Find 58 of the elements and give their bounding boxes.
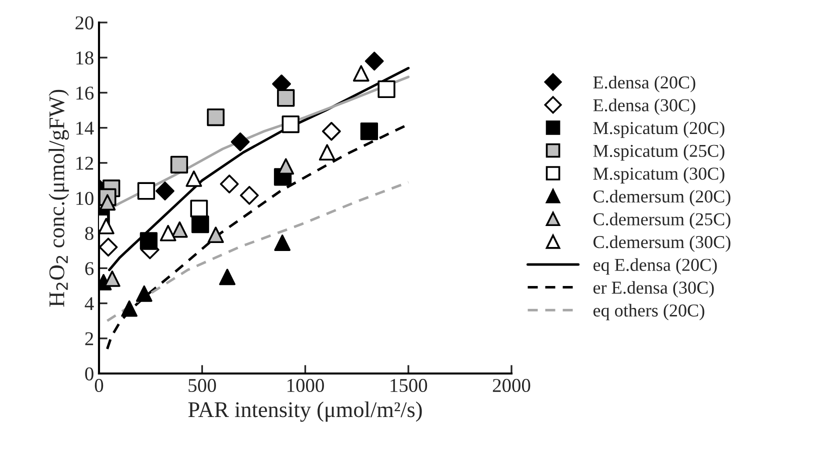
point (99, 238, 118, 257)
point (99, 194, 116, 211)
point (352, 65, 370, 82)
line-series (106, 180, 410, 322)
y-tick-label: 8 (85, 226, 94, 240)
point (170, 156, 188, 174)
point (186, 170, 202, 187)
y-tick-label: 18 (76, 51, 94, 65)
point (104, 270, 120, 287)
legend-label: C.demersum (25C) (593, 212, 730, 230)
y-tick-label: 0 (85, 367, 94, 380)
point (156, 182, 174, 200)
point (160, 224, 176, 242)
point (364, 52, 384, 71)
y-tick-label: 10 (76, 192, 94, 205)
point (136, 285, 152, 302)
legend-label: C.demersum (30C) (593, 235, 730, 252)
y-tick-label: 12 (76, 156, 94, 170)
legend-label: eq others (20C) (593, 304, 704, 320)
legend-label: eq E.densa (20C) (593, 258, 717, 275)
legend-label: C.demersum (20C) (593, 190, 730, 206)
y-tick-label: 16 (76, 86, 94, 100)
point (121, 300, 138, 317)
x-tick-label: 1000 (288, 378, 324, 392)
x-axis-title: PAR intensity (μmol/m²/s) (188, 402, 422, 422)
point (230, 132, 250, 152)
point (219, 268, 236, 286)
point (274, 234, 291, 251)
x-tick-label: 500 (188, 378, 216, 392)
legend-label: M.spicatum (25C) (593, 144, 724, 161)
point (137, 182, 156, 200)
y-tick-label: 4 (84, 297, 94, 310)
y-tick-label: 2 (85, 332, 94, 346)
x-tick-label: 1500 (390, 378, 428, 392)
x-tick-label: 2000 (492, 378, 530, 392)
legend-label: er E.densa (30C) (593, 281, 714, 298)
point (171, 221, 188, 238)
y-tick-label: 14 (76, 122, 94, 135)
point (277, 89, 295, 107)
legend-label: M.spicatum (20C) (593, 121, 724, 138)
point (220, 174, 239, 194)
point (322, 122, 341, 141)
point (240, 186, 259, 205)
y-axis-title: H$_{2}$O$_{2}$ conc.(μmol/gFW) (48, 90, 69, 307)
point (282, 115, 300, 134)
point (99, 218, 114, 234)
legend-label: E.densa (20C) (593, 76, 696, 92)
y-tick-label: 20 (76, 16, 94, 30)
point (140, 232, 158, 250)
point (208, 226, 224, 244)
point (206, 108, 225, 126)
point (360, 122, 378, 140)
point (378, 80, 396, 98)
x-tick-label: 0 (94, 378, 104, 392)
point (318, 144, 336, 161)
legend-label: M.spicatum (30C) (593, 167, 724, 184)
legend-label: E.densa (30C) (593, 98, 696, 116)
y-tick-label: 6 (85, 262, 94, 276)
